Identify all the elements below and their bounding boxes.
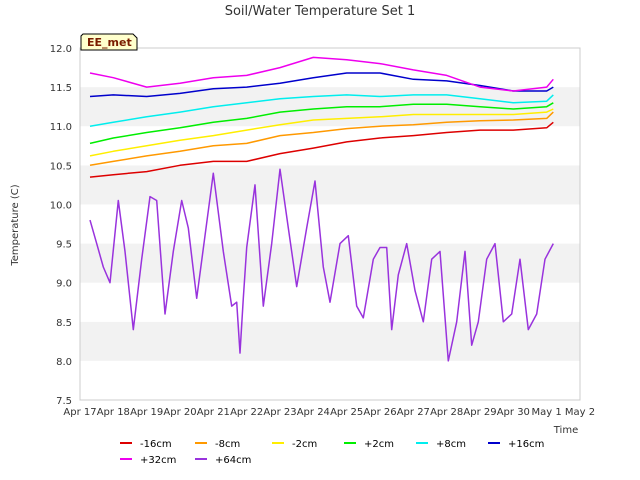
plot-frame — [79, 47, 581, 401]
legend-item: -16cm — [120, 439, 172, 450]
series-line-1 — [89, 111, 554, 167]
plot-band — [80, 126, 580, 166]
x-tick-label: May 2 — [565, 407, 595, 418]
series-line-4 — [89, 94, 554, 127]
x-axis-label: Time — [553, 425, 578, 436]
x-tick-label: Apr 19 — [130, 407, 163, 418]
x-tick-label: Apr 25 — [330, 407, 363, 418]
station-badge: EE_met — [80, 33, 138, 51]
legend-item: +2cm — [344, 439, 394, 450]
y-axis-label: Temperature (C) — [10, 184, 21, 266]
legend-label: -16cm — [140, 439, 172, 450]
x-tick-label: Apr 29 — [463, 407, 496, 418]
x-tick-label: Apr 17 — [63, 407, 96, 418]
series-line-7 — [89, 168, 554, 362]
y-tick-label: 7.5 — [56, 396, 72, 407]
y-tick-label: 10.0 — [50, 200, 72, 211]
x-tick-label: Apr 22 — [230, 407, 263, 418]
y-tick-label: 10.5 — [50, 161, 72, 172]
legend: -16cm -8cm -2cm +2cm +8cm +16cm +32cm +64cm — [120, 439, 544, 466]
series-line-5 — [89, 72, 554, 98]
chart-title: Soil/Water Temperature Set 1 — [225, 4, 416, 19]
series-line-0 — [89, 121, 554, 178]
x-tick-label: Apr 20 — [163, 407, 196, 418]
plot-band — [80, 204, 580, 244]
series-line-2 — [89, 108, 554, 157]
plot-band — [80, 321, 580, 361]
legend-label: +8cm — [436, 439, 466, 450]
legend-item: -8cm — [195, 439, 240, 450]
plot-bands — [80, 48, 580, 400]
plot-band — [80, 165, 580, 205]
x-tick-label: Apr 21 — [197, 407, 230, 418]
legend-label: -2cm — [292, 439, 317, 450]
x-tick-label: Apr 23 — [263, 407, 296, 418]
legend-item: +8cm — [416, 439, 466, 450]
series-line-3 — [89, 102, 554, 145]
x-axis-ticks: Apr 17 Apr 18 Apr 19 Apr 20 Apr 21 Apr 22 Apr … — [63, 407, 595, 418]
series-lines — [89, 56, 554, 362]
station-badge-text: EE_met — [87, 36, 132, 49]
x-tick-label: Apr 30 — [497, 407, 530, 418]
x-tick-label: Apr 28 — [430, 407, 463, 418]
legend-label: +64cm — [215, 455, 251, 466]
x-tick-label: May 1 — [532, 407, 562, 418]
x-tick-label: Apr 24 — [297, 407, 330, 418]
y-tick-label: 11.5 — [50, 83, 72, 94]
y-axis-ticks: 7.5 8.0 8.5 9.0 9.5 10.0 10.5 11.0 11.5 12.0 — [50, 44, 72, 407]
legend-item: +64cm — [195, 455, 251, 466]
y-tick-label: 9.0 — [56, 279, 72, 290]
legend-label: +16cm — [508, 439, 544, 450]
legend-item: +32cm — [120, 455, 176, 466]
y-tick-label: 12.0 — [50, 44, 72, 55]
y-tick-label: 9.5 — [56, 240, 72, 251]
x-tick-label: Apr 27 — [397, 407, 430, 418]
legend-item: +16cm — [488, 439, 544, 450]
legend-label: +2cm — [364, 439, 394, 450]
series-line-6 — [89, 56, 554, 92]
legend-label: -8cm — [215, 439, 240, 450]
x-tick-label: Apr 18 — [97, 407, 130, 418]
y-tick-label: 8.5 — [56, 318, 72, 329]
legend-label: +32cm — [140, 455, 176, 466]
legend-item: -2cm — [272, 439, 317, 450]
x-tick-label: Apr 26 — [363, 407, 396, 418]
plot-band — [80, 48, 580, 88]
y-tick-label: 11.0 — [50, 122, 72, 133]
y-tick-label: 8.0 — [56, 357, 72, 368]
plot-band — [80, 360, 580, 400]
plot-band — [80, 243, 580, 283]
